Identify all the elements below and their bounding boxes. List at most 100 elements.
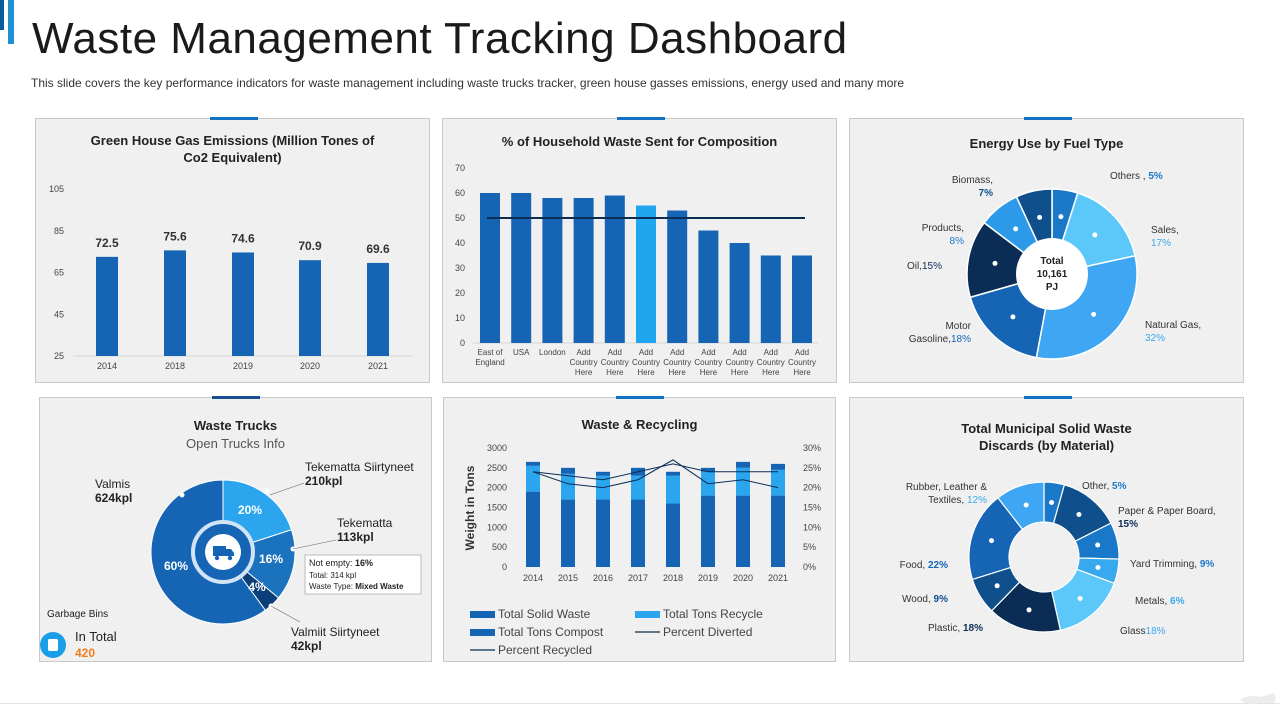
slice-marker [1010, 314, 1016, 320]
x-tick-label: Country [632, 358, 660, 367]
recycling-bar [666, 471, 680, 476]
x-tick-label: 2017 [628, 573, 648, 583]
slice-marker [1058, 214, 1064, 220]
slice-marker [994, 583, 1000, 589]
slice-label: Biomass, [952, 175, 993, 186]
legend-label: Total Solid Waste [498, 607, 591, 621]
slice-marker [1091, 311, 1097, 317]
panel-tab [1024, 396, 1072, 399]
recycling-bar [596, 471, 610, 476]
msw-title-line1: Total Municipal Solid Waste [961, 421, 1132, 436]
ghg-title-line2: Co2 Equivalent) [183, 150, 282, 165]
in-total-value: 420 [75, 646, 95, 660]
slice-label: Sales, [1151, 225, 1179, 236]
x-tick-label: 2014 [523, 573, 543, 583]
recycling-panel: Waste & Recycling 3000 2500 2000 1500 1000 50… [443, 396, 836, 662]
slice-marker [1095, 565, 1101, 571]
leader-line [292, 539, 337, 550]
recycling-title: Waste & Recycling [581, 417, 698, 432]
msw-chart: Other, 5% Paper & Paper Board, 15% Yard Tri… [900, 481, 1216, 637]
x-tick-label: USA [513, 348, 530, 357]
slice-marker [1095, 542, 1101, 548]
household-bar [792, 255, 812, 343]
y2-tick-label: 25% [803, 463, 821, 473]
slice-marker [989, 538, 995, 544]
household-panel: % of Household Waste Sent for Compositio… [442, 117, 837, 383]
x-tick-label: 2019 [698, 573, 718, 583]
trucks-panel: Waste Trucks Open Trucks Info 60% 20% 16% 4… [39, 396, 432, 662]
x-tick-label: Here [762, 368, 780, 377]
y2-tick-label: 5% [803, 542, 816, 552]
x-tick-label: Add [670, 348, 684, 357]
slice-label: 32% [1145, 333, 1165, 344]
callout-line: Total: 314 kpl [309, 571, 356, 580]
energy-title: Energy Use by Fuel Type [969, 136, 1124, 151]
y-tick-label: 2500 [487, 463, 507, 473]
household-title: % of Household Waste Sent for Compositio… [501, 134, 778, 149]
x-tick-label: East of [478, 348, 504, 357]
slice-label: 8% [950, 236, 965, 247]
ghg-value-label: 74.6 [231, 231, 255, 245]
recycling-bar [561, 473, 575, 500]
percent-line [532, 459, 779, 489]
recycling-bar [666, 475, 680, 504]
y-tick-label: 70 [455, 163, 465, 173]
slice-label: 7% [979, 188, 994, 199]
x-tick-label: 2020 [733, 573, 753, 583]
title-accent-dark [0, 0, 4, 30]
recycling-bar [561, 467, 575, 474]
legend-label: Total Tons Compost [498, 625, 604, 639]
slice-label: Gasoline,18% [909, 334, 971, 345]
recycling-bar [771, 463, 785, 470]
x-tick-label: Here [793, 368, 811, 377]
slice-label: Paper & Paper Board, [1118, 506, 1216, 517]
slice-marker [992, 260, 998, 266]
trucks-title: Waste Trucks [193, 418, 278, 433]
recycling-bar [736, 495, 750, 567]
msw-panel: Total Municipal Solid Waste Discards (by… [849, 396, 1244, 662]
truck-cab-icon [226, 549, 234, 556]
y-tick-label: 50 [455, 213, 465, 223]
slice-marker [1023, 502, 1029, 508]
valmis-value: 624kpl [95, 491, 132, 505]
slice-label: Plastic, 18% [928, 623, 983, 634]
x-tick-label: Here [575, 368, 593, 377]
y-tick-label: 105 [49, 184, 64, 194]
slice-label: Wood, 9% [902, 594, 948, 605]
y-tick-label: 1500 [487, 503, 507, 513]
x-tick-label: Add [795, 348, 809, 357]
x-tick-label: Here [606, 368, 624, 377]
x-tick-label: Country [788, 358, 816, 367]
slice-label: Other, 5% [1082, 481, 1127, 492]
y2-tick-label: 15% [803, 503, 821, 513]
y2-tick-label: 10% [803, 522, 821, 532]
valmiit-siirtyneet-value: 42kpl [291, 639, 322, 653]
title-accent [8, 0, 14, 44]
x-tick-label: London [539, 348, 566, 357]
slice-marker [1076, 512, 1082, 518]
slice-label: Food, 22% [900, 560, 948, 571]
panel-tab [210, 117, 258, 120]
slice-label: Motor [945, 321, 971, 332]
energy-panel: Energy Use by Fuel Type Total 10,161 PJ Oth… [849, 117, 1244, 383]
ghg-title-line1: Green House Gas Emissions (Million Tones… [90, 133, 375, 148]
center-unit: PJ [1046, 282, 1058, 293]
ghg-chart: 105 85 65 45 25 72.5 2014 75.6 2018 74.6 2019 70.9 2… [49, 184, 413, 371]
msw-title-line2: Discards (by Material) [978, 438, 1115, 453]
truck-icon [213, 546, 226, 556]
slice-percent-label: 60% [164, 559, 188, 573]
slice-label: Oil,15% [907, 261, 942, 272]
legend-swatch [470, 629, 495, 636]
x-tick-label: Here [669, 368, 687, 377]
slice-label: Rubber, Leather & [906, 482, 987, 493]
slice-marker [1077, 595, 1083, 601]
x-tick-label: 2018 [663, 573, 683, 583]
x-tick-label: Country [726, 358, 754, 367]
garbage-bins-label: Garbage Bins [47, 609, 108, 620]
panel-tab [617, 117, 665, 120]
y-tick-label: 20 [455, 288, 465, 298]
y-tick-label: 500 [492, 542, 507, 552]
legend-label: Total Tons Recycle [663, 607, 763, 621]
recycling-bar [526, 491, 540, 567]
household-bar [667, 210, 688, 343]
